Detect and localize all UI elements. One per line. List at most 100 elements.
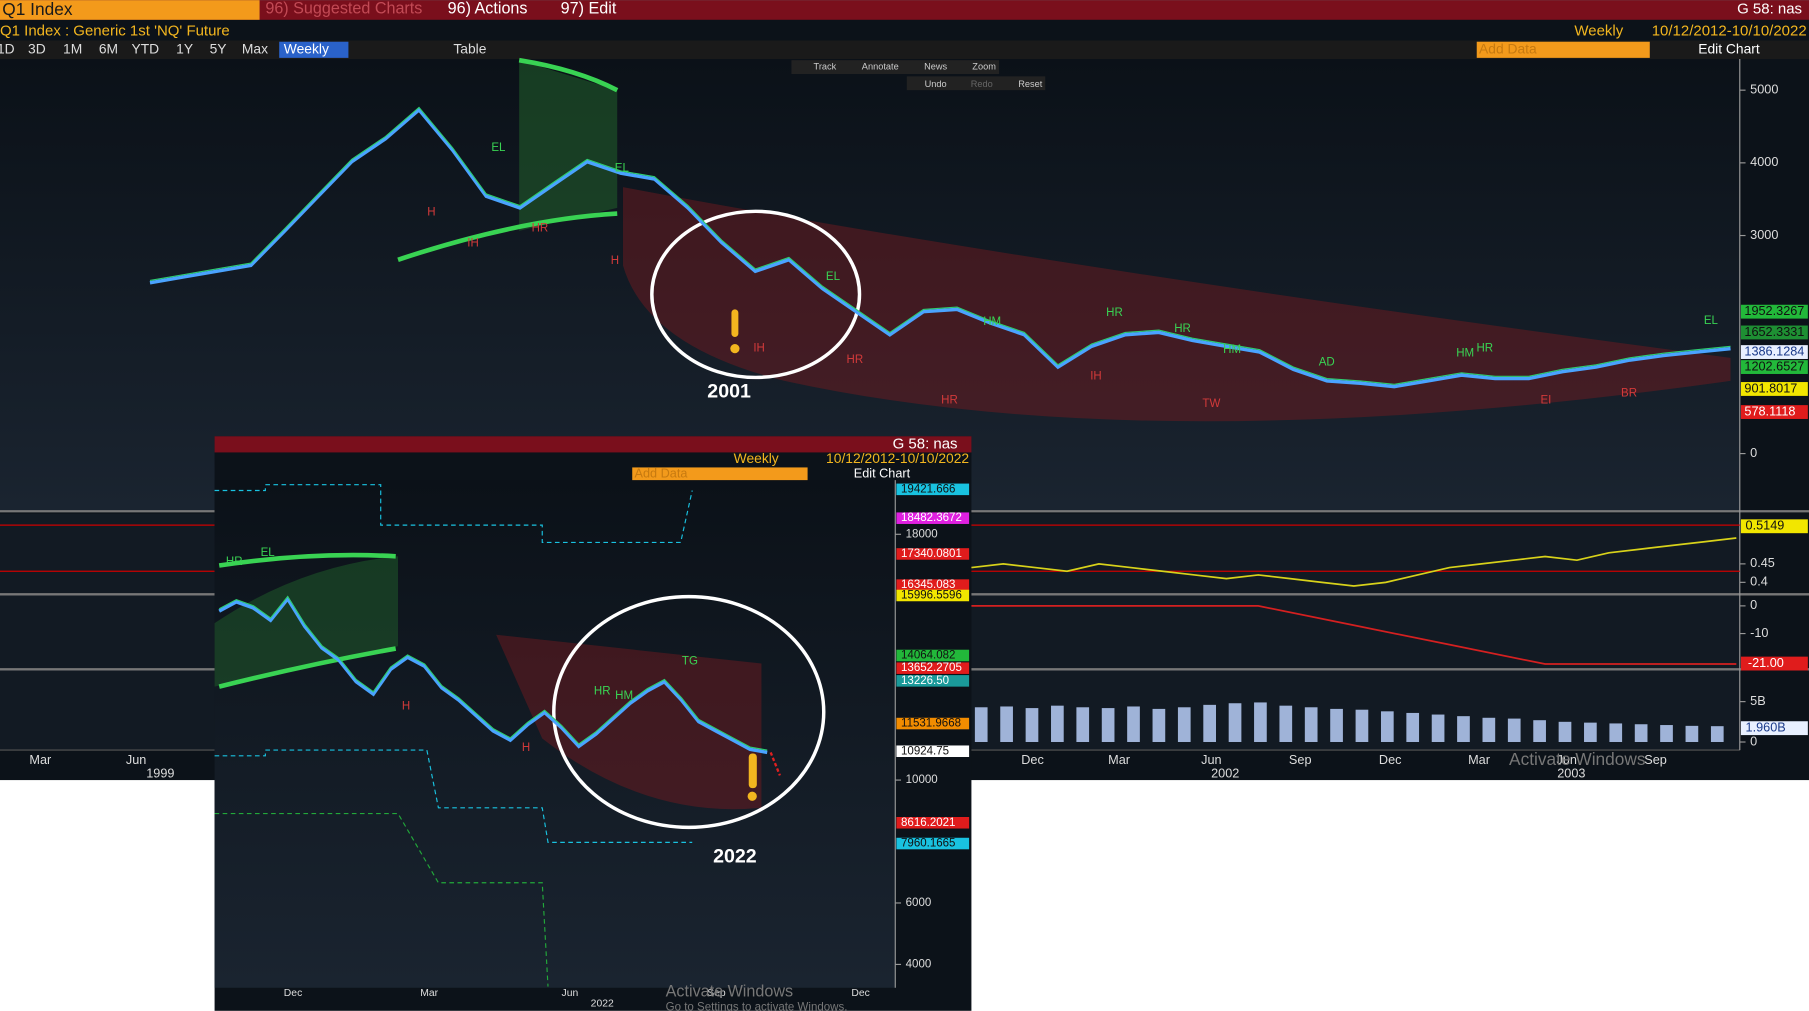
- level-line: [214, 749, 693, 843]
- frequency-button-label[interactable]: Weekly: [284, 40, 329, 56]
- x-tick-label: Mar: [1468, 753, 1491, 767]
- volume-bar: [1304, 707, 1318, 743]
- volume-bar: [1025, 708, 1039, 743]
- security: Q1 Index : Generic 1st 'NQ' Future: [0, 22, 230, 39]
- volume-bar: [1051, 705, 1064, 743]
- pattern-annotation: H: [522, 742, 530, 754]
- date-range: 10/12/2012-10/10/2022: [1652, 22, 1807, 39]
- period-button[interactable]: 1M: [63, 40, 82, 56]
- volume-bar: [1457, 716, 1470, 743]
- tool-button[interactable]: Annotate: [862, 62, 899, 72]
- menu-item[interactable]: 97) Edit: [561, 0, 617, 18]
- tool-button[interactable]: Undo: [925, 79, 947, 89]
- table-button[interactable]: Table: [453, 40, 486, 56]
- pattern-zone: [214, 556, 399, 687]
- period-button[interactable]: YTD: [132, 40, 160, 56]
- price-label-box: [1740, 405, 1808, 419]
- volume-bar: [1228, 703, 1242, 743]
- tool-strip: [791, 60, 1000, 75]
- volume-bar: [974, 707, 988, 743]
- year-label: 2003: [1557, 767, 1585, 781]
- pattern-annotation: HR: [1174, 323, 1191, 335]
- volume-bar: [1254, 702, 1267, 743]
- trend-line: [971, 605, 1737, 665]
- pattern-annotation: EL: [261, 547, 276, 559]
- alert-icon: [731, 309, 739, 338]
- price-label: 13226.50: [901, 675, 949, 687]
- y-tick-label: 4000: [906, 958, 932, 970]
- period-button[interactable]: 6M: [99, 40, 118, 56]
- x-tick-label: Sep: [1644, 753, 1667, 767]
- year-label: 2022: [591, 999, 614, 1010]
- price-label-box: [1740, 325, 1808, 340]
- volume-bar: [1355, 709, 1369, 743]
- price-label-box: [1740, 360, 1808, 374]
- pattern-annotation: IH: [467, 238, 479, 250]
- add-data[interactable]: Add Data: [1479, 40, 1537, 56]
- x-tick-label: Mar: [29, 753, 52, 767]
- x-tick-label: Dec: [284, 988, 302, 999]
- y-tick-label: 6000: [906, 897, 932, 909]
- volume-bar: [1279, 705, 1293, 743]
- volume-bar: [1609, 723, 1623, 743]
- price-label: 1386.1284: [1744, 344, 1804, 358]
- tool-button[interactable]: Zoom: [972, 62, 996, 72]
- inset-range: 10/12/2012-10/10/2022: [826, 450, 969, 466]
- pattern-annotation: HR: [941, 395, 958, 407]
- tool-button[interactable]: Track: [814, 62, 837, 72]
- pattern-annotation: HR: [532, 223, 549, 235]
- main-plot: [0, 59, 1740, 512]
- period-button[interactable]: Max: [242, 40, 268, 56]
- x-tick-label: Jun: [1201, 753, 1221, 767]
- inset-window: G 58: nas Weekly 10/12/2012-10/10/2022 Add …: [214, 435, 972, 1011]
- volume-bar: [1685, 725, 1699, 743]
- ticker: Q1 Index: [2, 0, 73, 19]
- pattern-annotation: EL: [491, 142, 506, 154]
- x-tick-label: Mar: [1108, 753, 1131, 767]
- y-tick-label: 5B: [1750, 694, 1766, 708]
- period-button[interactable]: 1D: [0, 40, 15, 56]
- price-label-box: [896, 548, 970, 560]
- pattern-annotation: H: [611, 255, 619, 267]
- price-label: 15996.5596: [901, 590, 962, 602]
- price-label: 1652.3331: [1744, 325, 1804, 339]
- alert-icon: [747, 791, 757, 801]
- y-tick-label: 0: [1750, 598, 1757, 612]
- watermark: Activate Windows: [666, 983, 793, 1001]
- y-tick-label: 0.45: [1750, 556, 1775, 570]
- x-tick-label: Jun: [562, 988, 579, 999]
- inset-add-data[interactable]: [632, 467, 808, 481]
- menu-item[interactable]: 96) Suggested Charts: [265, 0, 422, 18]
- tool-button[interactable]: Redo: [971, 79, 993, 89]
- frequency-button[interactable]: [279, 41, 349, 58]
- volume-bar: [1533, 720, 1546, 743]
- add-data-box[interactable]: [1476, 41, 1650, 58]
- tool-button[interactable]: Reset: [1018, 79, 1043, 89]
- inset-add-data[interactable]: Add Data: [635, 467, 689, 481]
- price-label-box: [896, 589, 970, 602]
- volume-bar: [1660, 725, 1673, 743]
- pattern-annotation: EL: [615, 163, 630, 175]
- pattern-annotation: AD: [1319, 356, 1335, 368]
- price-label-box: [896, 837, 970, 850]
- volume-bar: [1127, 706, 1140, 743]
- menu-item[interactable]: 96) Actions: [448, 0, 528, 18]
- trendline: [518, 57, 619, 93]
- volume-bar: [1584, 722, 1597, 743]
- period-button[interactable]: 3D: [28, 40, 46, 56]
- inset-price-highlight: [218, 595, 768, 751]
- y-tick-label: 3000: [1750, 228, 1778, 242]
- circle-label: 2022: [713, 846, 757, 868]
- inset-price-line: [218, 595, 768, 755]
- edit-chart[interactable]: Edit Chart: [1698, 40, 1760, 56]
- tool-button[interactable]: News: [924, 62, 947, 72]
- period-button[interactable]: 5Y: [210, 40, 227, 56]
- inset-edit-chart[interactable]: Edit Chart: [854, 467, 911, 481]
- period-button[interactable]: 1Y: [176, 40, 193, 56]
- volume-bar: [1203, 704, 1216, 743]
- pattern-annotation: IH: [1090, 370, 1102, 382]
- pattern-annotation: HM: [1223, 344, 1241, 356]
- last-value-box: [1740, 656, 1808, 671]
